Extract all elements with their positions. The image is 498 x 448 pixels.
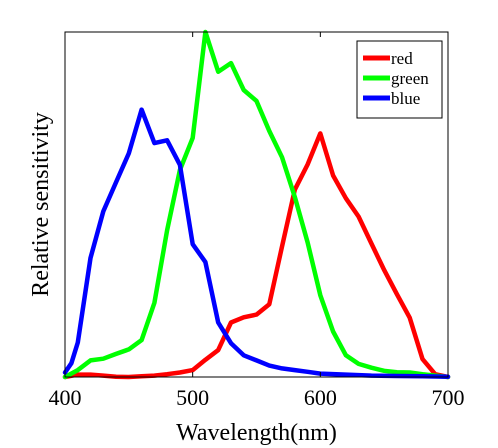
y-axis-label: Relative sensitivity	[28, 112, 54, 297]
x-tick-label: 700	[432, 385, 465, 410]
legend-label-blue: blue	[391, 89, 420, 108]
series-line-green	[62, 29, 451, 380]
legend-box	[356, 40, 443, 119]
series-line-blue	[62, 107, 451, 379]
x-tick-label: 500	[176, 385, 209, 410]
x-axis-label: Wavelength(nm)	[176, 420, 337, 446]
x-tick-label: 600	[304, 385, 337, 410]
plot-frame	[64, 31, 449, 378]
legend-label-green: green	[391, 69, 429, 88]
legend-label-red: red	[391, 49, 413, 68]
x-tick-label: 400	[49, 385, 82, 410]
tick-layer: 400 500 600 700	[49, 32, 465, 410]
